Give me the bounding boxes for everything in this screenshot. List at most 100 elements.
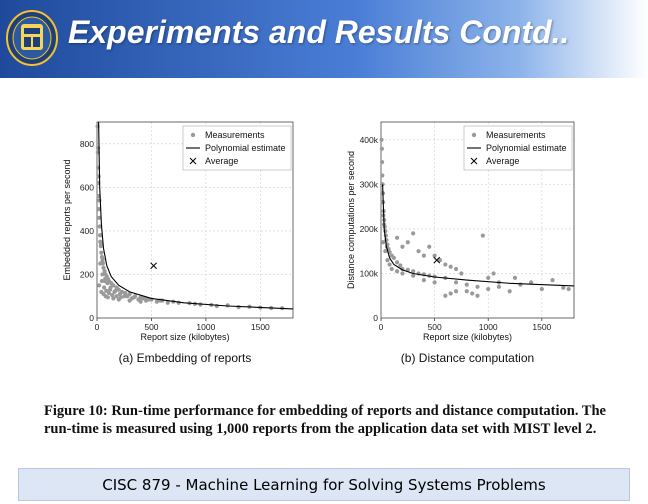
measurement-point (379, 159, 385, 165)
measurement-point (114, 294, 119, 299)
measurement-point (491, 271, 496, 276)
chart-distance-computation: 0 500 1000 1500 0 100k 200k 300k 400k Measurement… (346, 121, 575, 365)
measurement-point (391, 255, 396, 260)
measurement-point (475, 293, 480, 298)
legend-measurement-symbol (471, 132, 477, 138)
measurement-point (98, 261, 103, 266)
measurement-point (507, 289, 512, 294)
measurement-point (475, 284, 480, 289)
measurement-point (381, 240, 386, 245)
average-marker (150, 262, 157, 270)
x-tick-label: 0 (379, 322, 384, 332)
measurement-point (529, 280, 534, 285)
measurement-point (99, 241, 104, 247)
legend-entry: Measurements (205, 130, 265, 140)
x-tick-label: 1500 (251, 322, 270, 332)
y-tick-label: 100k (360, 268, 379, 278)
measurement-point (102, 269, 107, 274)
measurement-point (379, 137, 384, 142)
footer-text: CISC 879 - Machine Learning for Solving … (102, 475, 546, 494)
measurement-point (394, 235, 400, 240)
measurement-point (448, 291, 453, 296)
measurement-point (398, 263, 403, 268)
measurement-point (453, 266, 459, 272)
y-tick-label: 800 (80, 139, 94, 149)
chart-embedding-of-reports: 0 500 1000 1500 0 200 400 600 800 Measurements Pol… (62, 121, 294, 365)
measurement-point (380, 173, 385, 178)
x-tick-label: 500 (428, 322, 442, 332)
measurement-point (400, 271, 405, 276)
measurement-point (561, 285, 566, 290)
legend-entry: Average (486, 156, 519, 166)
measurement-point (480, 233, 485, 238)
measurement-point (97, 224, 102, 229)
measurement-point (389, 266, 394, 272)
plot-frame (96, 121, 294, 319)
measurement-point (111, 296, 116, 301)
measurement-point (400, 244, 405, 249)
measurement-point (96, 174, 101, 179)
measurement-point (464, 282, 469, 287)
measurement-point (432, 253, 437, 258)
average-marker (433, 256, 441, 264)
measurement-point (125, 294, 130, 299)
measurement-point (385, 257, 390, 263)
x-tick-label: 500 (144, 322, 158, 332)
x-axis-label: Report size (kilobytes) (140, 332, 229, 342)
figure-caption: Figure 10: Run-time performance for embe… (44, 402, 624, 438)
legend-box (182, 125, 292, 171)
measurement-point (518, 282, 523, 287)
y-tick-label: 0 (373, 313, 378, 323)
measurement-point (411, 231, 416, 236)
measurement-point (140, 296, 145, 301)
y-tick-label: 200k (360, 224, 379, 234)
x-tick-label: 0 (95, 322, 100, 332)
caption-label: Figure 10: (44, 403, 108, 419)
legend-average-symbol (470, 157, 478, 165)
measurement-point (380, 200, 385, 205)
measurement-point (99, 250, 104, 255)
measurement-point (427, 244, 432, 249)
measurement-point (394, 260, 400, 265)
chart-subtitle: (a) Embedding of reports (119, 351, 252, 365)
y-axis-label: Embedded reports per second (62, 159, 72, 280)
measurement-point (379, 146, 384, 151)
measurement-point (470, 291, 475, 296)
caption-line-2: run-time is measured using 1,000 reports… (44, 421, 597, 437)
legend-entry: Polynomial estimate (205, 143, 286, 153)
measurement-point (496, 284, 502, 289)
measurement-point (486, 275, 491, 281)
measurement-point (143, 298, 149, 303)
measurement-point (118, 295, 124, 300)
x-tick-label: 1000 (479, 322, 498, 332)
y-tick-label: 300k (360, 179, 379, 189)
measurement-point (136, 297, 141, 302)
measurement-point (110, 293, 115, 298)
measurement-point (550, 278, 555, 283)
measurement-point (566, 286, 571, 292)
measurement-point (131, 295, 137, 300)
measurement-point (394, 269, 400, 274)
measurement-point (154, 299, 159, 304)
y-tick-label: 0 (89, 313, 94, 323)
x-tick-label: 1000 (196, 322, 215, 332)
measurement-point (405, 240, 410, 245)
measurement-point (411, 269, 416, 274)
measurement-point (411, 273, 416, 278)
plot-frame (380, 121, 575, 319)
measurement-point (103, 276, 108, 281)
measurement-point (106, 290, 112, 296)
legend-average-symbol (189, 157, 197, 165)
measurement-point (105, 281, 110, 286)
legend-entry: Measurements (486, 130, 546, 140)
measurement-point (123, 290, 128, 296)
title-bar: Experiments and Results Contd.. (0, 0, 648, 78)
y-tick-label: 400 (80, 226, 94, 236)
measurement-point (453, 289, 459, 294)
measurement-point (101, 265, 106, 271)
measurement-point (113, 288, 118, 293)
measurement-point (459, 271, 464, 276)
measurement-point (108, 285, 113, 290)
measurement-point (97, 215, 102, 220)
measurement-point (453, 280, 459, 285)
